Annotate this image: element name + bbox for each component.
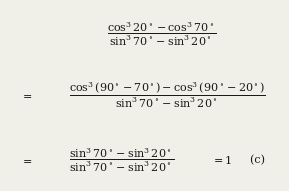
Text: $\dfrac{\sin^3 70^\circ - \sin^3 20^\circ}{\sin^3 70^\circ - \sin^3 20^\circ}$: $\dfrac{\sin^3 70^\circ - \sin^3 20^\cir… — [69, 147, 174, 174]
Text: $=$: $=$ — [20, 155, 32, 165]
Text: $=$: $=$ — [20, 91, 32, 100]
Text: $\dfrac{\cos^3(90^\circ - 70^\circ) - \cos^3(90^\circ - 20^\circ)}{\sin^3 70^\ci: $\dfrac{\cos^3(90^\circ - 70^\circ) - \c… — [69, 81, 266, 110]
Text: (c): (c) — [243, 155, 265, 166]
Text: $= 1$: $= 1$ — [211, 155, 232, 166]
Text: $\dfrac{\cos^3 20^\circ - \cos^3 70^\circ}{\sin^3 70^\circ - \sin^3 20^\circ}$: $\dfrac{\cos^3 20^\circ - \cos^3 70^\cir… — [107, 21, 217, 48]
